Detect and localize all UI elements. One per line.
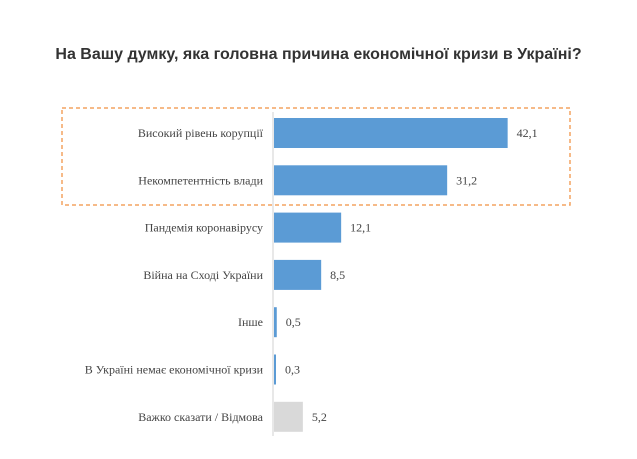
bar [274,212,342,243]
category-label: Інше [238,315,263,329]
bar [274,354,276,385]
category-label: Важко сказати / Відмова [138,410,263,424]
category-label: Високий рівень корупції [138,126,264,140]
chart-title: На Вашу думку, яка головна причина еконо… [55,46,582,63]
value-label: 0,5 [286,315,301,329]
bar [274,259,322,290]
bar [274,401,303,432]
bar [274,307,277,338]
category-label: В Україні немає економічної кризи [85,363,264,377]
bar [274,165,448,196]
bar [274,118,508,148]
value-label: 8,5 [330,268,345,282]
category-label: Війна на Сході України [143,268,263,282]
value-label: 5,2 [312,410,327,424]
value-label: 42,1 [517,126,538,140]
category-label: Пандемія коронавірусу [145,221,263,235]
value-label: 31,2 [456,173,477,187]
category-label: Некомпетентність влади [138,173,263,187]
value-label: 12,1 [350,221,371,235]
highlight-box [61,107,571,206]
value-label: 0,3 [285,363,300,377]
